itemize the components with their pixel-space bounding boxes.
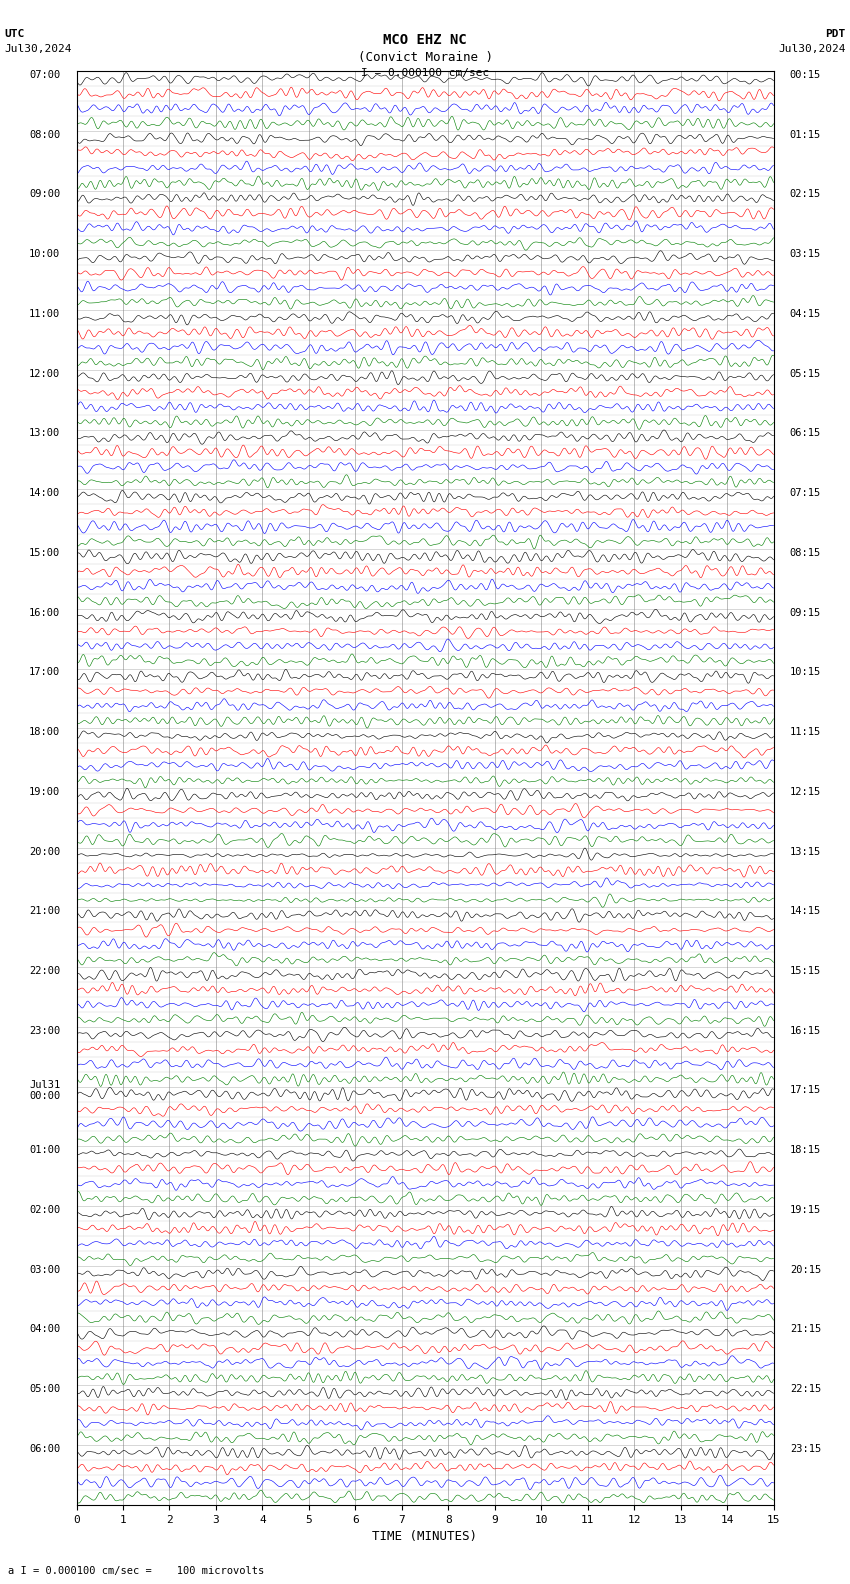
Text: 02:00: 02:00 bbox=[29, 1205, 60, 1215]
Text: 05:00: 05:00 bbox=[29, 1384, 60, 1394]
Text: 18:15: 18:15 bbox=[790, 1145, 821, 1155]
Text: 03:15: 03:15 bbox=[790, 249, 821, 260]
Text: 20:15: 20:15 bbox=[790, 1264, 821, 1275]
Text: 01:00: 01:00 bbox=[29, 1145, 60, 1155]
Text: 04:15: 04:15 bbox=[790, 309, 821, 318]
Text: UTC: UTC bbox=[4, 29, 25, 38]
X-axis label: TIME (MINUTES): TIME (MINUTES) bbox=[372, 1530, 478, 1543]
Text: 16:00: 16:00 bbox=[29, 608, 60, 618]
Text: 08:15: 08:15 bbox=[790, 548, 821, 558]
Text: Jul30,2024: Jul30,2024 bbox=[4, 44, 71, 54]
Text: 15:15: 15:15 bbox=[790, 966, 821, 976]
Text: 00:15: 00:15 bbox=[790, 70, 821, 81]
Text: 16:15: 16:15 bbox=[790, 1026, 821, 1036]
Text: 10:15: 10:15 bbox=[790, 667, 821, 678]
Text: 13:15: 13:15 bbox=[790, 846, 821, 857]
Text: 14:00: 14:00 bbox=[29, 488, 60, 497]
Text: 05:15: 05:15 bbox=[790, 369, 821, 379]
Text: 06:00: 06:00 bbox=[29, 1443, 60, 1454]
Text: 03:00: 03:00 bbox=[29, 1264, 60, 1275]
Text: 11:15: 11:15 bbox=[790, 727, 821, 737]
Text: 01:15: 01:15 bbox=[790, 130, 821, 139]
Text: Jul30,2024: Jul30,2024 bbox=[779, 44, 846, 54]
Text: 22:00: 22:00 bbox=[29, 966, 60, 976]
Text: Jul31
00:00: Jul31 00:00 bbox=[29, 1080, 60, 1101]
Text: PDT: PDT bbox=[825, 29, 846, 38]
Text: I = 0.000100 cm/sec: I = 0.000100 cm/sec bbox=[361, 68, 489, 78]
Text: 18:00: 18:00 bbox=[29, 727, 60, 737]
Text: 20:00: 20:00 bbox=[29, 846, 60, 857]
Text: 06:15: 06:15 bbox=[790, 428, 821, 439]
Text: 22:15: 22:15 bbox=[790, 1384, 821, 1394]
Text: a I = 0.000100 cm/sec =    100 microvolts: a I = 0.000100 cm/sec = 100 microvolts bbox=[8, 1567, 264, 1576]
Text: 04:00: 04:00 bbox=[29, 1324, 60, 1334]
Text: 13:00: 13:00 bbox=[29, 428, 60, 439]
Text: 10:00: 10:00 bbox=[29, 249, 60, 260]
Text: 23:15: 23:15 bbox=[790, 1443, 821, 1454]
Text: 21:15: 21:15 bbox=[790, 1324, 821, 1334]
Text: 12:15: 12:15 bbox=[790, 787, 821, 797]
Text: 02:15: 02:15 bbox=[790, 190, 821, 200]
Text: 08:00: 08:00 bbox=[29, 130, 60, 139]
Text: 17:15: 17:15 bbox=[790, 1085, 821, 1096]
Text: 11:00: 11:00 bbox=[29, 309, 60, 318]
Text: 15:00: 15:00 bbox=[29, 548, 60, 558]
Text: (Convict Moraine ): (Convict Moraine ) bbox=[358, 51, 492, 63]
Text: 21:00: 21:00 bbox=[29, 906, 60, 916]
Text: MCO EHZ NC: MCO EHZ NC bbox=[383, 33, 467, 48]
Text: 23:00: 23:00 bbox=[29, 1026, 60, 1036]
Text: 12:00: 12:00 bbox=[29, 369, 60, 379]
Text: 14:15: 14:15 bbox=[790, 906, 821, 916]
Text: 07:00: 07:00 bbox=[29, 70, 60, 81]
Text: 19:00: 19:00 bbox=[29, 787, 60, 797]
Text: 17:00: 17:00 bbox=[29, 667, 60, 678]
Text: 09:00: 09:00 bbox=[29, 190, 60, 200]
Text: 09:15: 09:15 bbox=[790, 608, 821, 618]
Text: 07:15: 07:15 bbox=[790, 488, 821, 497]
Text: 19:15: 19:15 bbox=[790, 1205, 821, 1215]
